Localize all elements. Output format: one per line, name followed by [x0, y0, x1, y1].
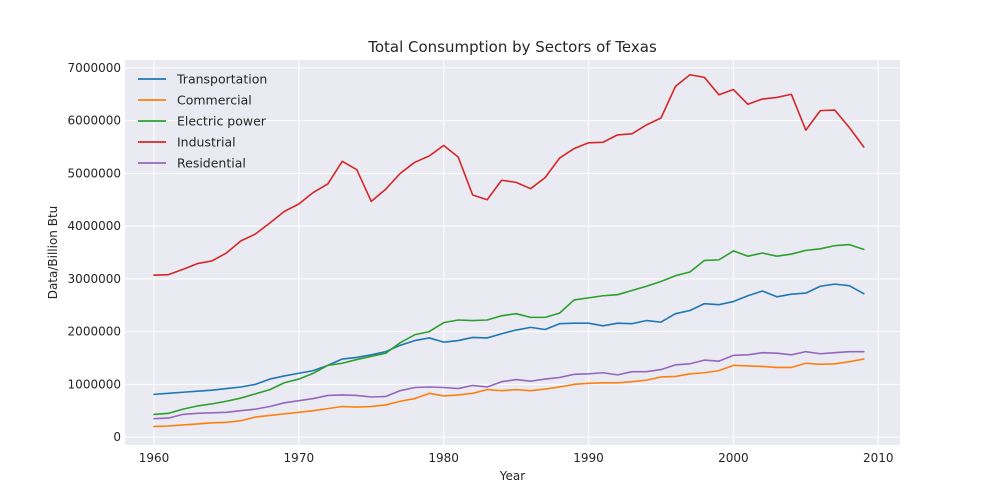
legend-label: Electric power	[177, 114, 267, 129]
series-line-transportation	[153, 283, 865, 396]
series-line-commercial	[153, 358, 865, 428]
y-tick-label: 0	[113, 430, 121, 444]
y-axis-label: Data/Billion Btu	[46, 206, 60, 300]
series-line-electric-power	[153, 243, 865, 416]
x-tick-label: 1990	[573, 451, 604, 465]
y-tick-label: 6000000	[68, 114, 121, 128]
x-tick-label: 1970	[284, 451, 315, 465]
y-tick-label: 7000000	[68, 61, 121, 75]
legend-label: Commercial	[177, 93, 252, 108]
y-tick-label: 5000000	[68, 166, 121, 180]
x-tick-label: 2010	[863, 451, 894, 465]
legend-label: Industrial	[177, 135, 236, 150]
chart-title: Total Consumption by Sectors of Texas	[367, 38, 657, 56]
x-tick-label: 1960	[139, 451, 170, 465]
x-tick-label: 2000	[718, 451, 749, 465]
series-lines	[153, 73, 865, 428]
series-line-industrial	[153, 73, 865, 276]
x-axis-ticks: 1960 1970 1980 1990 2000 2010	[139, 451, 894, 465]
legend-item: Commercial	[138, 93, 252, 108]
y-tick-label: 2000000	[68, 325, 121, 339]
x-axis-label: Year	[499, 469, 525, 483]
y-axis-ticks: 0 1000000 2000000 3000000 4000000 5000000 6000…	[68, 61, 121, 444]
x-tick-label: 1980	[428, 451, 459, 465]
legend: Transportation Commercial Electric power In…	[138, 72, 267, 171]
legend-label: Transportation	[176, 72, 267, 87]
legend-item: Industrial	[138, 135, 236, 150]
y-tick-label: 4000000	[68, 219, 121, 233]
legend-label: Residential	[177, 156, 246, 171]
y-tick-label: 3000000	[68, 272, 121, 286]
y-tick-label: 1000000	[68, 377, 121, 391]
legend-item: Electric power	[138, 114, 267, 129]
legend-item: Residential	[138, 156, 246, 171]
legend-item: Transportation	[138, 72, 267, 87]
series-line-residential	[153, 350, 865, 420]
